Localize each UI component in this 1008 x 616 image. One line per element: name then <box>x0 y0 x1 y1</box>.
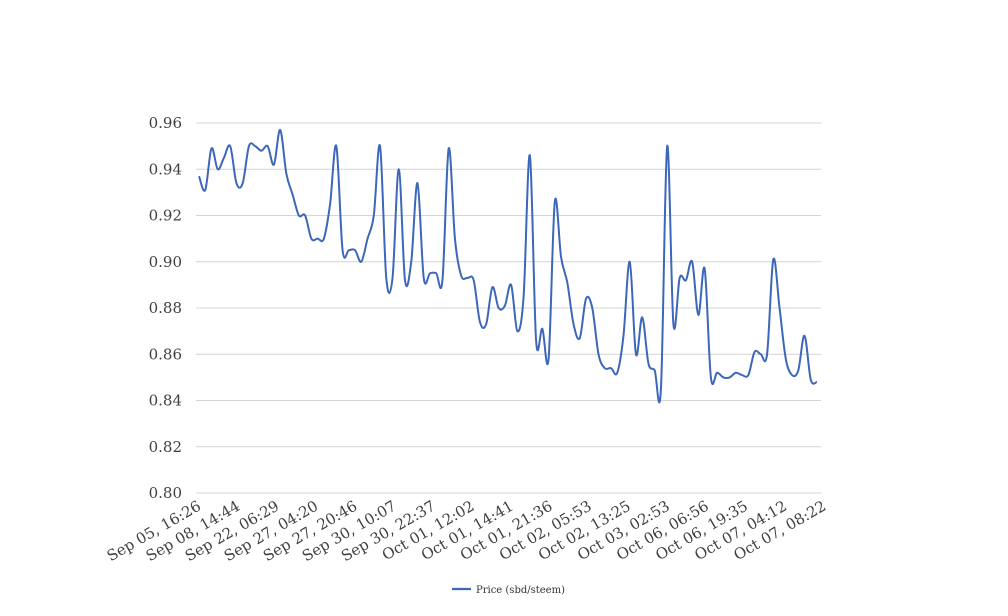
y-tick-label: 0.94 <box>149 160 182 178</box>
y-tick-label: 0.92 <box>149 207 182 225</box>
y-tick-label: 0.86 <box>149 345 182 363</box>
y-tick-label: 0.84 <box>149 392 182 410</box>
y-tick-label: 0.82 <box>149 438 182 456</box>
y-tick-label: 0.96 <box>149 114 182 132</box>
gridlines <box>196 122 821 494</box>
legend-label-price: Price (sbd/steem) <box>476 585 565 596</box>
y-axis-tick-labels: 0.80 0.82 0.84 0.86 0.88 0.90 0.92 0.94 0.96 <box>149 114 182 502</box>
series-layer <box>198 128 818 404</box>
y-tick-label: 0.88 <box>149 299 182 317</box>
legend: Price (sbd/steem) <box>452 585 565 596</box>
series-line-price <box>198 128 818 404</box>
y-tick-label: 0.90 <box>149 253 182 271</box>
y-tick-label: 0.80 <box>149 484 182 502</box>
